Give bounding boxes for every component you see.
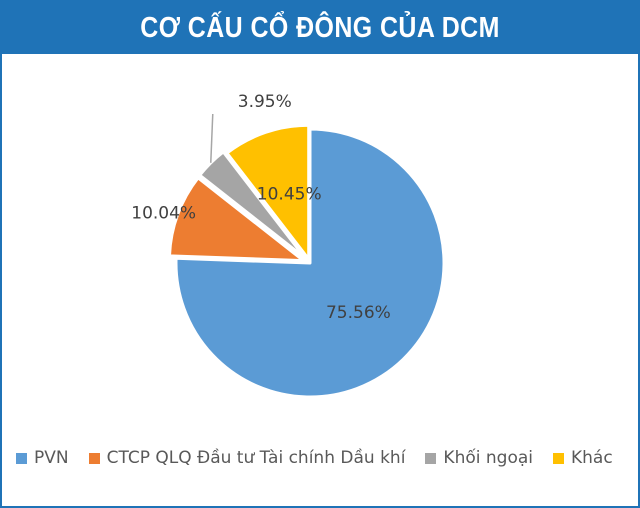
legend-swatch xyxy=(425,452,437,464)
data-label-1: 75.56% xyxy=(326,303,391,323)
legend-item-2: CTCP QLQ Đầu tư Tài chính Dầu khí xyxy=(88,448,406,468)
data-label-3: 3.95% xyxy=(238,92,292,112)
legend-label: PVN xyxy=(34,448,69,468)
legend-item-1: PVN xyxy=(16,448,69,468)
pie-slice-1 xyxy=(174,127,446,399)
legend-label: CTCP QLQ Đầu tư Tài chính Dầu khí xyxy=(106,448,406,468)
chart-title: CƠ CẤU CỔ ĐÔNG CỦA DCM xyxy=(140,11,500,44)
leader-line xyxy=(210,113,214,163)
chart-legend: PVN CTCP QLQ Đầu tư Tài chính Dầu khí Khối… xyxy=(16,448,633,468)
legend-swatch xyxy=(88,452,100,464)
pie-slice-2 xyxy=(168,176,305,263)
pie-slice-4 xyxy=(225,123,311,261)
chart-header: CƠ CẤU CỔ ĐÔNG CỦA DCM xyxy=(2,2,638,54)
data-label-2: 10.04% xyxy=(131,203,196,223)
data-label-4: 10.45% xyxy=(257,184,322,204)
legend-label: Khác xyxy=(570,448,613,468)
legend-swatch xyxy=(552,452,564,464)
legend-label: Khối ngoại xyxy=(443,448,533,468)
pie-slice-3 xyxy=(198,150,307,260)
legend-item-4: Khác xyxy=(552,448,613,468)
legend-item-3: Khối ngoại xyxy=(425,448,533,468)
legend-swatch xyxy=(16,452,27,464)
pie-chart: 75.56% 10.04% 3.95% 10.45% xyxy=(131,92,446,399)
